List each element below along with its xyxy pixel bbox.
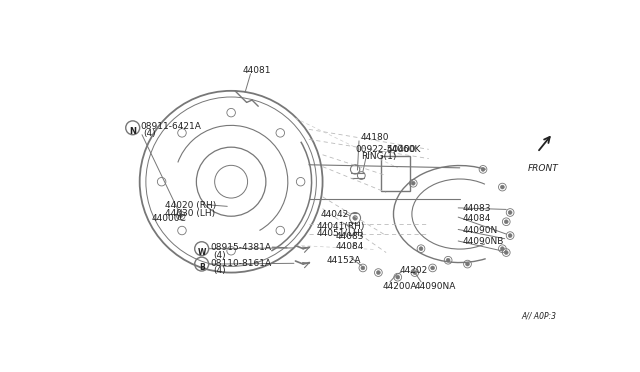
Circle shape (396, 275, 400, 279)
Circle shape (508, 234, 512, 238)
Text: 44090NB: 44090NB (462, 237, 504, 246)
Text: (4): (4) (213, 266, 226, 275)
Text: 44200A: 44200A (382, 282, 417, 291)
Circle shape (446, 258, 450, 262)
Text: RING(1): RING(1) (362, 153, 397, 161)
Circle shape (508, 211, 512, 214)
Text: 08915-4381A: 08915-4381A (210, 243, 271, 252)
Circle shape (431, 266, 435, 270)
Circle shape (481, 167, 485, 171)
Text: 44083: 44083 (462, 204, 491, 213)
Text: 08911-6421A: 08911-6421A (140, 122, 202, 131)
Text: 44000C: 44000C (151, 214, 186, 223)
Circle shape (412, 181, 415, 185)
Text: (4): (4) (143, 129, 156, 138)
Circle shape (504, 220, 508, 224)
Text: 44084: 44084 (336, 242, 364, 251)
Text: 44090NA: 44090NA (415, 282, 456, 291)
Text: N: N (129, 127, 136, 136)
Circle shape (413, 271, 417, 275)
Circle shape (419, 247, 423, 251)
Bar (381, 156, 410, 191)
Circle shape (361, 266, 365, 270)
Text: W: W (198, 248, 206, 257)
Circle shape (179, 214, 182, 218)
Text: 44041(RH): 44041(RH) (316, 222, 365, 231)
Circle shape (500, 185, 504, 189)
Circle shape (353, 216, 358, 220)
Text: 44152A: 44152A (326, 256, 361, 264)
Circle shape (465, 262, 469, 266)
Text: 44083: 44083 (336, 232, 364, 241)
Text: 44030 (LH): 44030 (LH) (165, 209, 216, 218)
Text: 44051(LH): 44051(LH) (316, 230, 364, 238)
Text: 44202: 44202 (399, 266, 428, 275)
Text: 08110-8161A: 08110-8161A (210, 259, 271, 268)
Text: 44090N: 44090N (462, 225, 497, 235)
Circle shape (376, 271, 380, 275)
Text: 44081: 44081 (243, 66, 271, 75)
Text: (4): (4) (213, 251, 226, 260)
Text: 44042: 44042 (320, 210, 349, 219)
Text: FRONT: FRONT (528, 164, 559, 173)
Circle shape (500, 247, 504, 251)
Circle shape (504, 251, 508, 254)
Text: 00922-50400: 00922-50400 (355, 145, 415, 154)
Text: 44020 (RH): 44020 (RH) (165, 201, 216, 210)
Text: 44084: 44084 (462, 214, 490, 223)
Text: B: B (199, 263, 205, 272)
Text: 44180: 44180 (360, 133, 389, 142)
Text: A// A0P:3: A// A0P:3 (522, 311, 557, 320)
Text: 44060K: 44060K (386, 145, 420, 154)
